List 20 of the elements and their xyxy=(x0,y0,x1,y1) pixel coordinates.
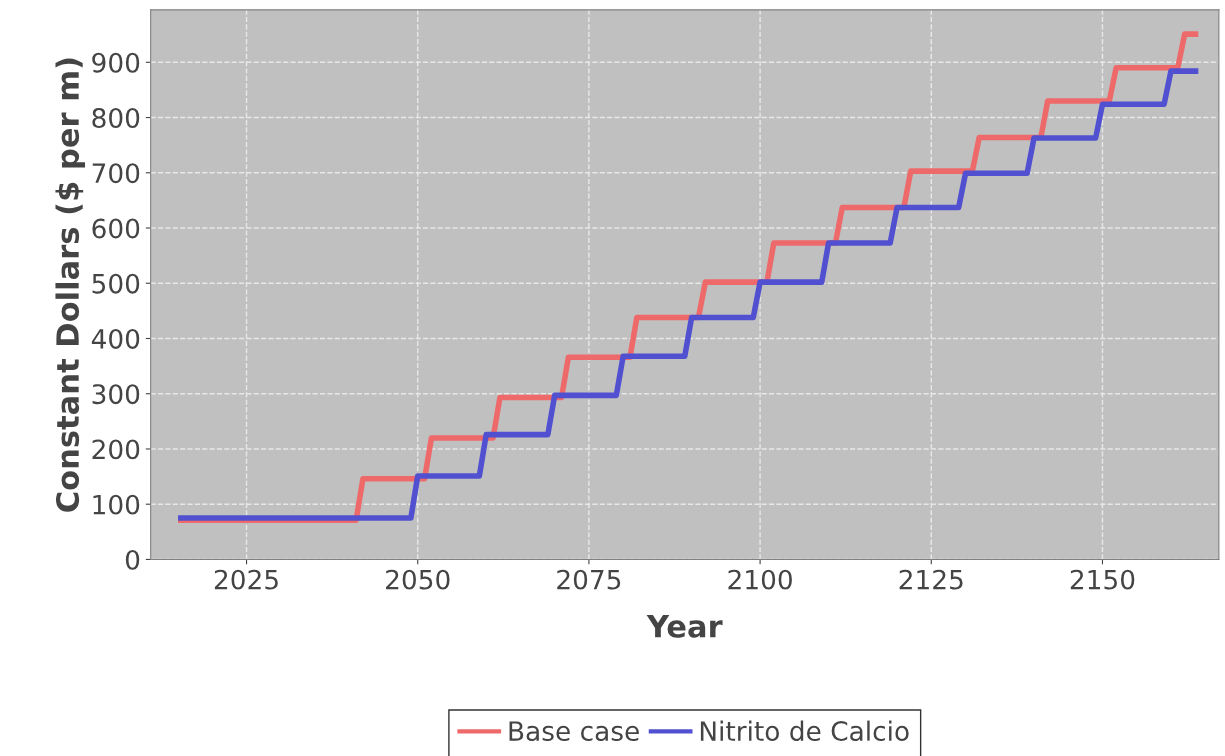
legend-label: Nitrito de Calcio xyxy=(700,720,909,742)
y-tick-label: 300 xyxy=(92,384,140,405)
x-tick-label: 2025 xyxy=(214,569,278,590)
x-tick-label: 2075 xyxy=(557,569,621,590)
x-tick-label: 2050 xyxy=(386,569,450,590)
y-tick-label: 100 xyxy=(93,494,140,515)
y-tick-label: 500 xyxy=(92,273,140,294)
y-tick-label: 400 xyxy=(91,328,140,349)
x-axis-title: Year xyxy=(646,615,723,638)
legend-label: Base case xyxy=(509,721,639,742)
y-tick-label: 800 xyxy=(92,107,140,128)
y-tick-label: 0 xyxy=(125,549,140,570)
y-tick-label: 600 xyxy=(92,218,140,239)
x-tick-label: 2150 xyxy=(1070,569,1135,590)
x-tick-label: 2125 xyxy=(899,569,963,590)
y-tick-label: 700 xyxy=(92,163,140,184)
y-axis-title: Constant Dollars ($ per m) xyxy=(55,58,86,512)
x-tick-label: 2100 xyxy=(728,569,792,590)
y-tick-label: 200 xyxy=(92,439,140,460)
y-tick-label: 900 xyxy=(92,52,140,73)
